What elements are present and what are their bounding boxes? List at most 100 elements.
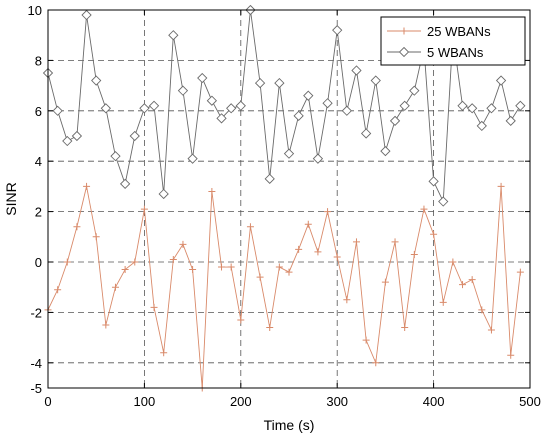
data-point <box>102 321 110 329</box>
data-point <box>360 128 372 139</box>
data-point <box>140 205 148 213</box>
data-point <box>438 196 449 207</box>
data-point <box>428 176 439 187</box>
legend-marker <box>400 27 408 35</box>
data-point <box>420 205 428 213</box>
x-axis-label: Time (s) <box>264 417 315 433</box>
data-point <box>254 77 266 89</box>
data-point <box>467 103 478 114</box>
data-point <box>505 115 516 127</box>
legend-label: 5 WBANs <box>427 45 484 60</box>
data-point <box>293 110 304 121</box>
data-point <box>189 266 197 274</box>
data-point <box>332 25 343 36</box>
data-point <box>507 351 515 359</box>
y-tick-label: -4 <box>30 356 42 371</box>
data-point <box>160 349 168 357</box>
data-point <box>303 90 314 101</box>
data-point <box>158 188 169 200</box>
data-point <box>275 263 283 271</box>
data-point <box>266 324 274 332</box>
data-point <box>216 113 227 124</box>
series-layer <box>42 4 526 392</box>
data-point <box>410 250 418 258</box>
legend: 25 WBANs 5 WBANs <box>380 16 526 66</box>
data-point <box>110 151 121 162</box>
data-point <box>111 283 119 291</box>
data-point <box>150 303 158 311</box>
legend-entry-2: 5 WBANs <box>387 45 484 60</box>
data-point <box>54 286 62 294</box>
data-point <box>459 281 467 289</box>
y-tick-label: 8 <box>35 53 42 68</box>
data-point <box>100 103 111 114</box>
data-point <box>497 182 505 190</box>
data-point <box>399 100 410 111</box>
data-point <box>304 220 312 228</box>
data-point <box>246 223 254 231</box>
data-point <box>352 238 360 246</box>
data-point <box>351 65 362 76</box>
series-2 <box>42 4 526 207</box>
x-tick-label: 200 <box>230 394 252 409</box>
data-point <box>256 273 264 281</box>
data-point <box>218 263 226 271</box>
data-point <box>197 72 208 84</box>
data-point <box>226 103 237 114</box>
data-point <box>457 100 468 111</box>
series-line <box>47 186 521 389</box>
data-point <box>314 248 322 256</box>
data-point <box>295 245 303 253</box>
data-point <box>179 240 187 248</box>
y-tick-label: 6 <box>35 104 42 119</box>
data-point <box>381 278 389 286</box>
data-point <box>495 75 507 86</box>
data-point <box>264 173 275 184</box>
data-point <box>468 276 476 284</box>
y-axis-label: SINR <box>3 182 19 215</box>
data-point <box>449 258 457 266</box>
axis-ticks: 0 100 200 300 400 500 -5 -4 -2 0 2 4 6 8 10 <box>28 3 541 409</box>
data-point <box>129 130 140 142</box>
data-point <box>208 187 216 195</box>
data-point <box>430 230 438 238</box>
data-point <box>312 153 324 164</box>
data-point <box>177 85 189 96</box>
data-point <box>81 9 92 21</box>
data-point <box>63 258 71 266</box>
x-tick-label: 300 <box>326 394 348 409</box>
data-point <box>439 298 447 306</box>
data-point <box>121 266 129 274</box>
x-tick-label: 400 <box>423 394 445 409</box>
data-point <box>71 130 83 142</box>
data-point <box>515 100 526 111</box>
data-point <box>343 296 351 304</box>
data-point <box>401 324 409 332</box>
data-point <box>389 115 401 127</box>
data-point <box>486 103 497 114</box>
data-point <box>237 316 245 324</box>
data-point <box>168 30 179 41</box>
data-point <box>285 268 293 276</box>
data-point <box>322 98 333 109</box>
data-point <box>409 85 420 96</box>
y-tick-label: -2 <box>30 305 42 320</box>
plot-area <box>48 10 530 388</box>
data-point <box>324 208 332 216</box>
legend-marker <box>398 46 410 58</box>
y-tick-label: 4 <box>35 154 42 169</box>
data-point <box>341 105 352 116</box>
data-point <box>131 258 139 266</box>
data-point <box>235 100 246 111</box>
data-point <box>370 75 381 86</box>
data-point <box>372 359 380 367</box>
x-tick-label: 0 <box>44 394 51 409</box>
data-point <box>148 100 160 111</box>
legend-entry-1: 25 WBANs <box>387 24 491 39</box>
data-point <box>206 95 218 106</box>
legend-label: 25 WBANs <box>427 24 491 39</box>
data-point <box>73 223 81 231</box>
data-point <box>516 268 524 276</box>
